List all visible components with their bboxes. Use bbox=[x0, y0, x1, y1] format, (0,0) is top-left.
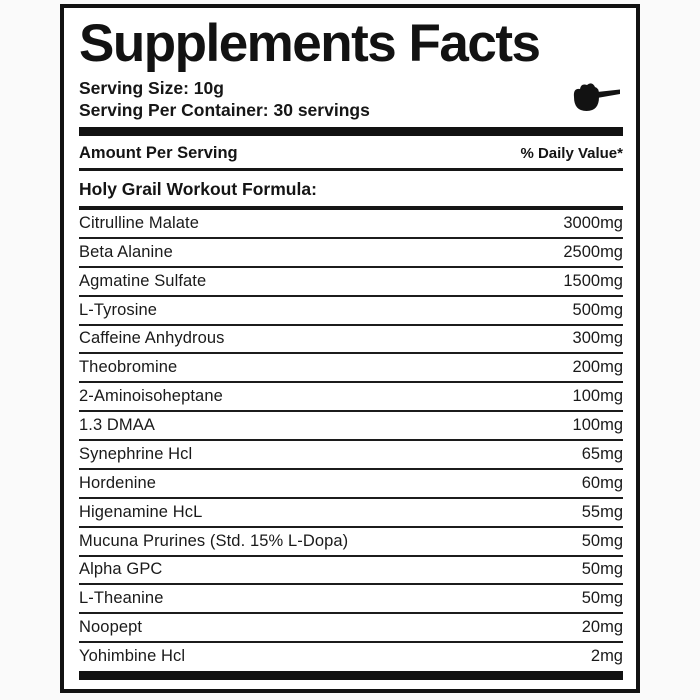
divider-thick-top bbox=[79, 127, 623, 136]
ingredient-name: L-Tyrosine bbox=[79, 300, 158, 319]
ingredient-row: Citrulline Malate 3000mg bbox=[79, 210, 623, 239]
column-header-row: Amount Per Serving % Daily Value* bbox=[79, 136, 623, 171]
ingredient-row: Theobromine 200mg bbox=[79, 354, 623, 384]
ingredient-row: L-Theanine 50mg bbox=[79, 585, 623, 615]
ingredient-name: Mucuna Prurines (Std. 15% L-Dopa) bbox=[79, 531, 349, 550]
ingredient-name: Hordenine bbox=[79, 473, 157, 492]
ingredient-rows: Citrulline Malate 3000mg Beta Alanine 25… bbox=[79, 210, 623, 670]
ingredient-name: Noopept bbox=[79, 618, 143, 637]
ingredient-name: Theobromine bbox=[79, 358, 178, 377]
ingredient-row: Agmatine Sulfate 1500mg bbox=[79, 268, 623, 297]
ingredient-amount: 50mg bbox=[581, 589, 623, 608]
supplement-facts-panel: Supplements Facts Serving Size: 10g Serv… bbox=[60, 4, 640, 693]
ingredient-name: Citrulline Malate bbox=[79, 213, 199, 232]
ingredient-row: Noopept 20mg bbox=[79, 614, 623, 644]
ingredient-amount: 2mg bbox=[590, 647, 623, 666]
ingredient-row: Synephrine Hcl 65mg bbox=[79, 441, 623, 470]
ingredient-amount: 3000mg bbox=[563, 213, 623, 232]
formula-header-row: Holy Grail Workout Formula: bbox=[79, 171, 623, 210]
ingredient-name: Beta Alanine bbox=[79, 242, 173, 261]
panel-title: Supplements Facts bbox=[79, 14, 541, 73]
ingredient-amount: 60mg bbox=[581, 473, 623, 492]
serving-size: Serving Size: 10g bbox=[79, 78, 224, 98]
ingredient-name: Caffeine Anhydrous bbox=[79, 329, 225, 348]
ingredient-row: Alpha GPC 50mg bbox=[79, 557, 623, 586]
ingredient-row: 1.3 DMAA 100mg bbox=[79, 412, 623, 441]
ingredient-amount: 1500mg bbox=[563, 271, 623, 290]
scoop-icon bbox=[573, 83, 620, 111]
serving-info: Serving Size: 10g Serving Per Container:… bbox=[79, 77, 623, 121]
ingredient-row: L-Tyrosine 500mg bbox=[79, 297, 623, 326]
ingredient-name: Alpha GPC bbox=[79, 560, 163, 579]
ingredient-name: 1.3 DMAA bbox=[79, 416, 155, 435]
ingredient-row: Beta Alanine 2500mg bbox=[79, 239, 623, 268]
formula-header: Holy Grail Workout Formula: bbox=[79, 179, 317, 199]
ingredient-row: Mucuna Prurines (Std. 15% L-Dopa) 50mg bbox=[79, 528, 623, 557]
ingredient-name: 2-Aminoisoheptane bbox=[79, 387, 223, 406]
ingredient-name: Higenamine HcL bbox=[79, 502, 203, 521]
ingredient-amount: 2500mg bbox=[563, 242, 623, 261]
ingredient-row: Higenamine HcL 55mg bbox=[79, 499, 623, 528]
ingredient-row: Caffeine Anhydrous 300mg bbox=[79, 326, 623, 355]
ingredient-amount: 55mg bbox=[581, 502, 623, 521]
ingredient-name: Agmatine Sulfate bbox=[79, 271, 207, 290]
ingredient-amount: 200mg bbox=[572, 358, 623, 377]
amount-per-serving-header: Amount Per Serving bbox=[79, 144, 238, 162]
ingredient-amount: 100mg bbox=[572, 387, 623, 406]
ingredient-row: 2-Aminoisoheptane 100mg bbox=[79, 383, 623, 413]
ingredient-amount: 50mg bbox=[581, 560, 623, 579]
divider-thick-bottom bbox=[79, 671, 623, 680]
daily-value-header: % Daily Value* bbox=[520, 145, 623, 162]
ingredient-name: Yohimbine Hcl bbox=[79, 647, 186, 666]
servings-per-container: Serving Per Container: 30 servings bbox=[79, 100, 370, 120]
ingredient-name: Synephrine Hcl bbox=[79, 444, 193, 463]
ingredient-amount: 65mg bbox=[581, 444, 623, 463]
ingredient-amount: 100mg bbox=[572, 416, 623, 435]
ingredient-row: Hordenine 60mg bbox=[79, 470, 623, 499]
ingredient-amount: 300mg bbox=[572, 329, 623, 348]
ingredient-row: Yohimbine Hcl 2mg bbox=[79, 643, 623, 670]
ingredient-amount: 20mg bbox=[581, 618, 623, 637]
ingredient-name: L-Theanine bbox=[79, 589, 164, 608]
ingredient-amount: 50mg bbox=[581, 531, 623, 550]
ingredient-amount: 500mg bbox=[572, 300, 623, 319]
